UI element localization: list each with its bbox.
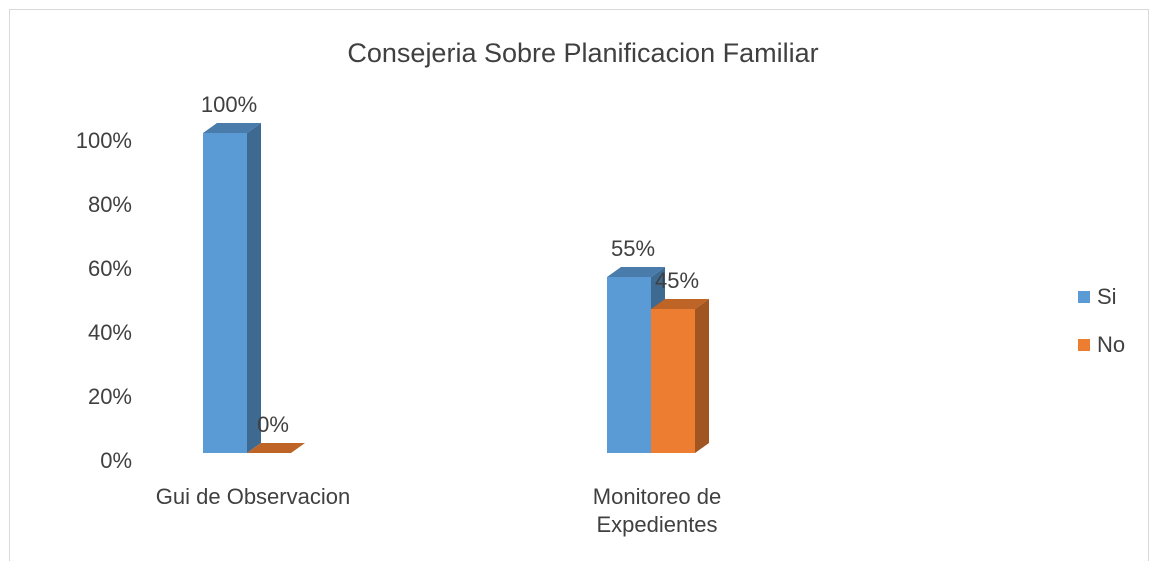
legend-label: No [1097, 332, 1125, 357]
legend-swatch [1078, 339, 1090, 351]
x-tick-label: Gui de Observacion [155, 484, 351, 509]
y-tick-label: 100% [76, 128, 132, 153]
chart-border [9, 9, 1149, 561]
bar [651, 309, 695, 453]
bar [203, 133, 247, 453]
y-tick-label: 60% [88, 256, 132, 281]
bar-side [247, 123, 261, 453]
y-tick-label: 20% [88, 384, 132, 409]
bar [607, 277, 651, 453]
data-label: 0% [257, 412, 289, 437]
data-label: 45% [655, 268, 699, 293]
y-tick-label: 80% [88, 192, 132, 217]
data-label: 100% [201, 92, 257, 117]
y-tick-label: 40% [88, 320, 132, 345]
bar-side [695, 299, 709, 453]
data-label: 55% [611, 236, 655, 261]
chart-title: Consejeria Sobre Planificacion Familiar [347, 38, 818, 68]
legend-label: Si [1097, 284, 1117, 309]
x-tick-label: Monitoreo de Expedientes [592, 484, 722, 537]
legend-swatch [1078, 291, 1090, 303]
bar-top [247, 443, 305, 453]
bar-top [607, 267, 665, 277]
bar-top [651, 299, 709, 309]
y-tick-label: 0% [100, 448, 132, 473]
bar-top [203, 123, 261, 133]
